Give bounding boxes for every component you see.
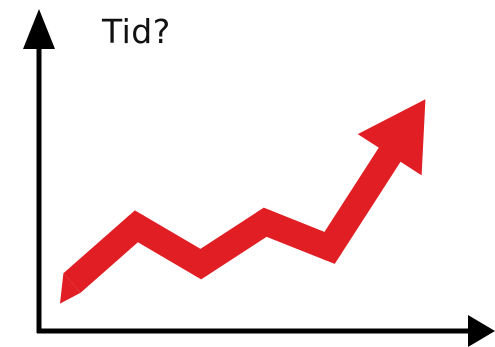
x-axis-arrowhead: [468, 315, 495, 347]
series-line: [63, 140, 405, 293]
series-arrowhead: [357, 99, 426, 176]
series-group: [59, 99, 426, 304]
axes: [23, 9, 495, 347]
series-point: [123, 213, 150, 240]
series-point: [252, 209, 279, 236]
series-point: [316, 234, 343, 261]
y-axis-arrowhead: [23, 9, 55, 49]
y-axis-label: Tid?: [102, 12, 171, 51]
series-point: [187, 251, 214, 278]
series-tail: [59, 273, 81, 304]
